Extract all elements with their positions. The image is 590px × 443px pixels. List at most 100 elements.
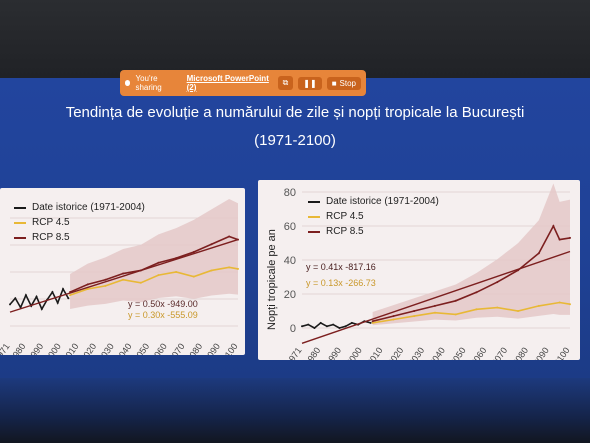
chart-tropical-days-plot: 1971198019902000201020202030204020502060…	[0, 199, 240, 355]
legend-swatch-rcp45	[14, 221, 26, 224]
data-point	[14, 297, 17, 300]
x-tick-label: 2020	[386, 345, 406, 360]
x-tick-label: 2000	[43, 341, 63, 355]
data-point	[56, 301, 59, 304]
data-point	[210, 269, 213, 272]
legend-swatch-rcp45	[308, 215, 320, 218]
legend-swatch-historic	[14, 206, 26, 209]
legend-swatch-rcp85	[14, 236, 26, 239]
chart-tropical-days: 1971 1980 1990 2000 2010 2020 2030 2040 2050 2060…	[0, 188, 245, 355]
x-tick-label: 2010	[365, 345, 385, 360]
data-point	[228, 235, 231, 238]
data-point	[413, 315, 416, 318]
data-point	[392, 315, 395, 318]
data-point	[371, 321, 374, 324]
y-tick-label: 80	[284, 187, 296, 199]
data-point	[413, 310, 416, 312]
x-tick-label: 1980	[303, 345, 323, 360]
pause-icon: ❚❚	[303, 78, 317, 88]
data-point	[313, 327, 316, 329]
x-tick-label: 2070	[167, 341, 187, 355]
stop-icon: ■	[331, 78, 337, 88]
x-tick-label: 2080	[510, 345, 530, 360]
data-point	[122, 272, 125, 275]
data-point	[369, 321, 372, 324]
legend-label: RCP 4.5	[32, 217, 70, 228]
legend-swatch-rcp85	[308, 230, 320, 233]
y-axis-label: Nopți tropicale pe an	[266, 229, 278, 330]
screen-bottom-edge	[0, 378, 590, 443]
y-tick-label: 20	[284, 289, 296, 301]
trend-equation-rcp85: y = 0.50x -949.00	[128, 299, 198, 309]
slide-title-line1: Tendința de evoluție a numărului de zile…	[65, 104, 525, 121]
data-point	[192, 250, 195, 253]
stop-share-button[interactable]: ■ Stop	[326, 76, 361, 90]
data-point	[192, 275, 195, 278]
legend-label: Date istorice (1971-2004)	[32, 202, 145, 213]
data-point	[301, 325, 303, 328]
data-point	[392, 318, 395, 321]
x-tick-label: 2070	[490, 345, 510, 360]
data-point	[371, 320, 374, 323]
shared-app-link[interactable]: Microsoft PowerPoint (2)	[186, 74, 269, 92]
present-options-button[interactable]: ⧉	[277, 76, 294, 90]
x-tick-label: 2080	[185, 341, 205, 355]
series-line-rcp85	[372, 224, 571, 322]
y-tick-label: 0	[290, 323, 296, 335]
data-point	[350, 321, 353, 324]
data-point	[67, 297, 70, 300]
data-point	[104, 278, 107, 281]
stop-label: Stop	[339, 78, 356, 88]
legend-label: RCP 8.5	[326, 226, 364, 237]
x-tick-label: 1990	[323, 345, 343, 360]
data-point	[454, 299, 457, 302]
data-point	[569, 303, 571, 306]
data-point	[537, 304, 540, 307]
data-point	[569, 236, 571, 239]
x-tick-label: 2050	[132, 341, 152, 355]
legend-label: RCP 8.5	[32, 232, 70, 243]
data-point	[175, 271, 178, 273]
data-point	[9, 303, 11, 306]
data-point	[122, 278, 125, 281]
screen-share-bar: You're sharing Microsoft PowerPoint (2) …	[120, 70, 366, 96]
x-tick-label: 2000	[344, 345, 364, 360]
data-point	[552, 225, 555, 227]
monitor-bezel	[0, 0, 590, 78]
pause-share-button[interactable]: ❚❚	[298, 76, 322, 90]
x-tick-label: 2090	[202, 341, 222, 355]
data-point	[319, 321, 322, 324]
x-tick-label: 2040	[427, 345, 447, 360]
data-point	[51, 291, 54, 294]
trend-equation-rcp45: y = 0.30x -555.09	[128, 310, 198, 320]
data-point	[475, 308, 478, 311]
uncertainty-band	[70, 199, 239, 310]
data-point	[210, 243, 213, 246]
x-tick-label: 1971	[284, 345, 304, 360]
data-point	[344, 325, 347, 328]
data-point	[139, 281, 142, 284]
slide-title-line2: (1971-2100)	[254, 132, 336, 149]
x-tick-label: 2010	[61, 341, 81, 355]
x-tick-label: 2040	[114, 341, 134, 355]
x-tick-label: 1971	[0, 341, 12, 355]
trend-line	[9, 238, 239, 313]
present-icon: ⧉	[282, 78, 289, 87]
legend-label: Date istorice (1971-2004)	[326, 196, 439, 207]
data-point	[157, 261, 160, 264]
data-point	[332, 323, 335, 326]
uncertainty-band	[372, 183, 570, 326]
trend-equation-rcp45: y = 0.13x -266.73	[306, 278, 376, 288]
data-point	[157, 274, 160, 277]
x-tick-label: 2090	[531, 345, 551, 360]
data-point	[338, 327, 341, 329]
data-point	[454, 313, 457, 316]
x-tick-label: 2030	[407, 345, 427, 360]
x-tick-label: 2060	[149, 341, 169, 355]
data-point	[104, 284, 107, 287]
data-point	[69, 294, 72, 297]
data-point	[496, 306, 499, 309]
data-point	[433, 311, 436, 314]
x-tick-label: 2100	[552, 345, 572, 360]
